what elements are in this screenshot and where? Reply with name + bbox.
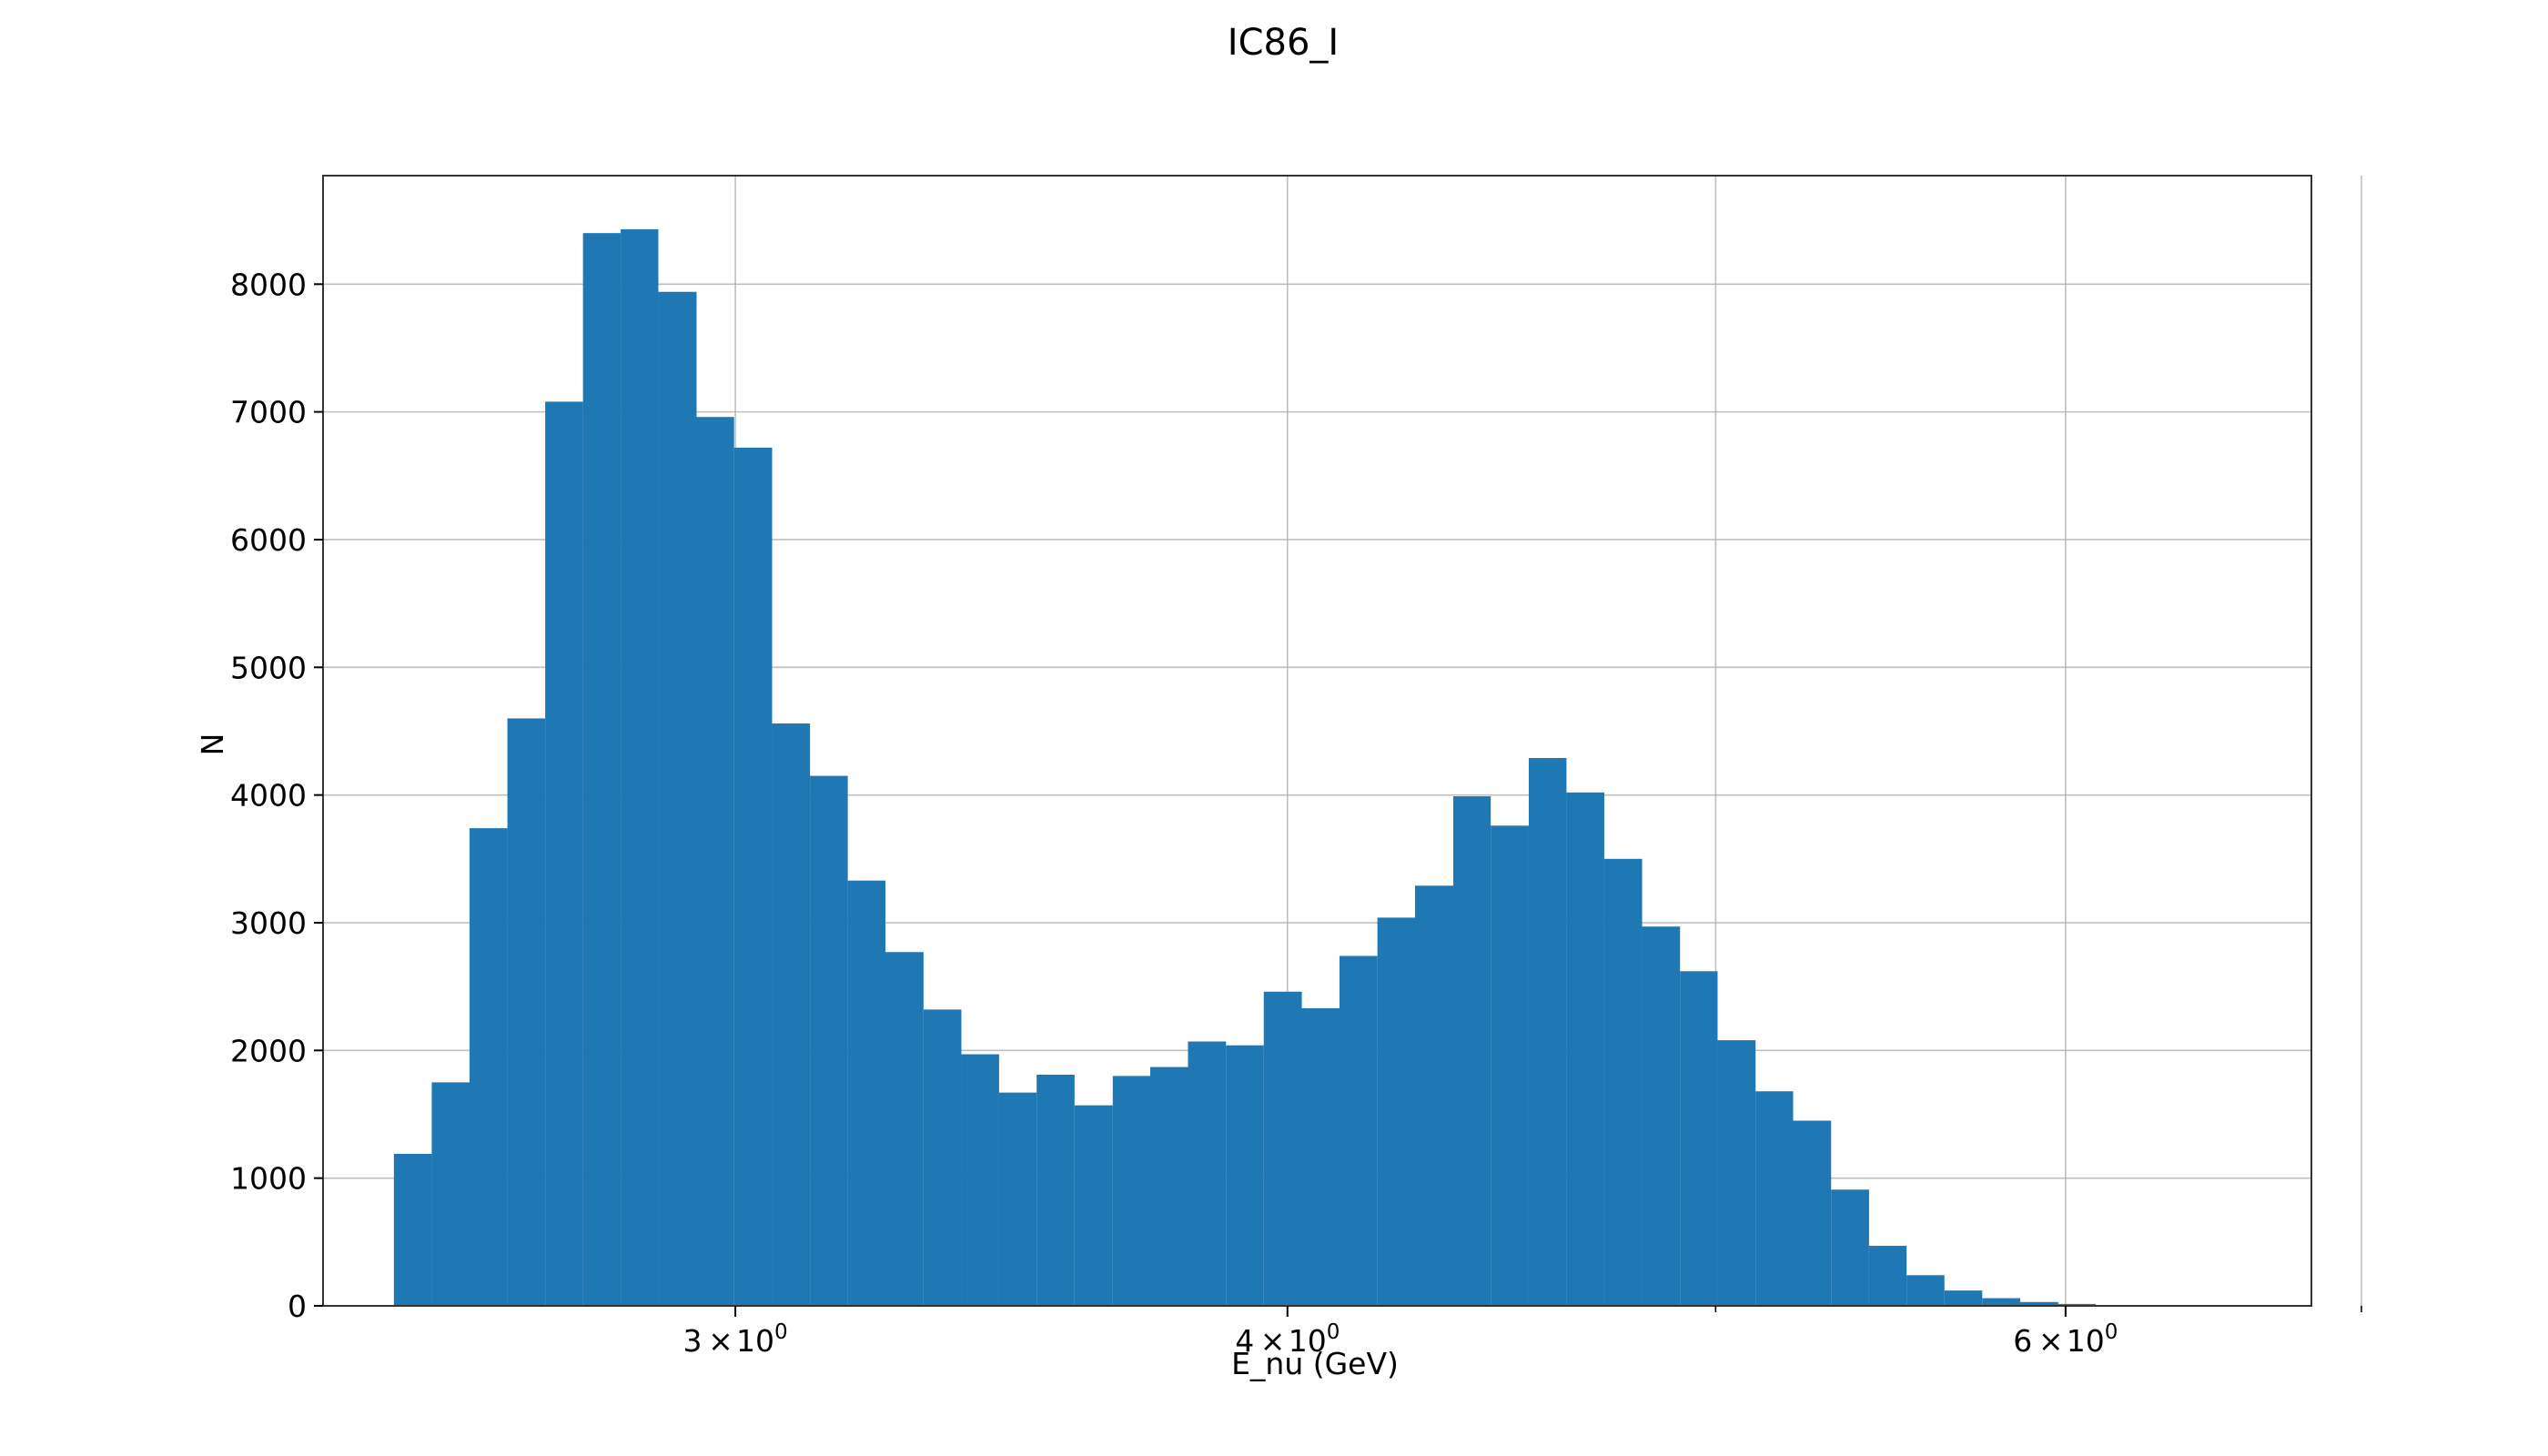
y-tick-label: 6000 <box>230 522 307 558</box>
y-tick-label: 3000 <box>230 905 307 941</box>
y-axis: 0 1000 2000 3000 4000 5000 6000 7000 8000 <box>230 267 323 1324</box>
histogram-bar <box>1226 1045 1264 1306</box>
histogram-bar <box>1755 1091 1794 1306</box>
histogram-bar <box>2058 1303 2096 1306</box>
histogram-bar <box>923 1009 962 1306</box>
x-tick-label: 6 × 100 <box>2013 1320 2118 1359</box>
histogram-bar <box>998 1092 1037 1306</box>
histogram-bar <box>1377 917 1415 1306</box>
histogram-bar <box>1717 1040 1756 1306</box>
histogram-bar <box>393 1153 432 1306</box>
histogram-bar <box>1642 926 1681 1306</box>
x-axis: 3 × 100 4 × 100 6 × 100 <box>683 1306 2362 1359</box>
histogram-bar <box>1036 1074 1075 1306</box>
histogram-bar <box>2020 1301 2058 1306</box>
histogram-bar <box>885 952 924 1306</box>
histogram-bar <box>431 1082 470 1306</box>
x-tick-label: 4 × 100 <box>1235 1320 1340 1359</box>
histogram-bar <box>1868 1246 1907 1306</box>
histogram-bar <box>1982 1298 2021 1306</box>
histogram-bar <box>1491 825 1529 1306</box>
plot-frame <box>322 175 2312 1307</box>
histogram-bar <box>1793 1120 1832 1306</box>
y-tick-label: 4000 <box>230 778 307 814</box>
histogram-bar <box>545 401 583 1306</box>
histogram-bar <box>1566 792 1604 1306</box>
histogram-bar <box>1452 796 1491 1306</box>
y-tick-label: 8000 <box>230 267 307 302</box>
histogram-bar <box>1188 1041 1227 1306</box>
histogram-bar <box>1944 1290 1983 1306</box>
histogram-bar <box>696 417 734 1306</box>
histogram-bar <box>1680 971 1718 1306</box>
histogram-bar <box>1301 1008 1340 1306</box>
histogram-bar <box>470 828 508 1306</box>
histogram-bar <box>733 447 773 1307</box>
chart-title: IC86_I <box>1228 22 1339 64</box>
histogram-bar <box>1603 858 1643 1306</box>
histogram-bar <box>1112 1076 1150 1306</box>
histogram-bar <box>961 1054 999 1306</box>
x-axis-label: E_nu (GeV) <box>1231 1346 1399 1381</box>
histogram-bar <box>1414 885 1453 1306</box>
histogram-bar <box>1906 1275 1945 1306</box>
histogram-bar <box>1339 956 1378 1306</box>
y-tick-label: 7000 <box>230 395 307 430</box>
histogram-bar <box>582 233 622 1306</box>
histogram-bar <box>658 291 697 1306</box>
y-tick-label: 0 <box>288 1289 307 1324</box>
y-tick-label: 1000 <box>230 1161 307 1197</box>
y-axis-label: N <box>195 733 230 756</box>
histogram-bar <box>1149 1067 1188 1306</box>
histogram-bar <box>507 718 546 1306</box>
histogram-bar <box>772 723 811 1306</box>
y-tick-label: 2000 <box>230 1033 307 1068</box>
histogram-bar <box>810 775 848 1306</box>
histogram-bar <box>1074 1105 1113 1306</box>
y-tick-label: 5000 <box>230 650 307 685</box>
histogram-bar <box>1263 991 1302 1306</box>
histogram-bar <box>847 880 885 1306</box>
histogram-bar <box>1528 757 1567 1306</box>
x-tick-label: 3 × 100 <box>683 1320 788 1359</box>
histogram-bar <box>1831 1189 1869 1306</box>
histogram-bar <box>621 228 659 1306</box>
histogram-bars <box>393 228 2248 1307</box>
